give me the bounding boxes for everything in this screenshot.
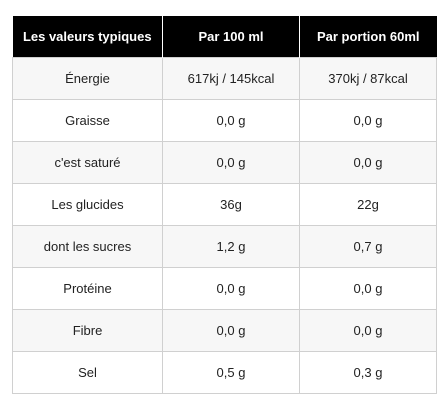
table-row: dont les sucres 1,2 g 0,7 g	[12, 225, 437, 268]
header-typical-values: Les valeurs typiques	[12, 16, 163, 58]
value-per-100ml: 0,0 g	[162, 267, 300, 310]
table-row: Fibre 0,0 g 0,0 g	[12, 309, 437, 352]
row-label: Graisse	[12, 99, 163, 142]
table-row: c'est saturé 0,0 g 0,0 g	[12, 141, 437, 184]
table-row: Les glucides 36g 22g	[12, 183, 437, 226]
value-per-portion: 0,7 g	[299, 225, 437, 268]
row-label: Sel	[12, 351, 163, 394]
value-per-portion: 0,3 g	[299, 351, 437, 394]
table-row: Graisse 0,0 g 0,0 g	[12, 99, 437, 142]
value-per-portion: 0,0 g	[299, 99, 437, 142]
value-per-portion: 370kj / 87kcal	[299, 57, 437, 100]
table-header-row: Les valeurs typiques Par 100 ml Par port…	[12, 16, 437, 58]
value-per-portion: 0,0 g	[299, 267, 437, 310]
row-label: Énergie	[12, 57, 163, 100]
value-per-portion: 0,0 g	[299, 141, 437, 184]
row-label: Fibre	[12, 309, 163, 352]
value-per-100ml: 0,0 g	[162, 309, 300, 352]
value-per-portion: 0,0 g	[299, 309, 437, 352]
row-label: c'est saturé	[12, 141, 163, 184]
value-per-100ml: 0,0 g	[162, 141, 300, 184]
value-per-100ml: 617kj / 145kcal	[162, 57, 300, 100]
nutrition-table: Les valeurs typiques Par 100 ml Par port…	[12, 16, 437, 394]
table-row: Sel 0,5 g 0,3 g	[12, 351, 437, 394]
row-label: dont les sucres	[12, 225, 163, 268]
row-label: Protéine	[12, 267, 163, 310]
header-per-portion: Par portion 60ml	[299, 16, 437, 58]
row-label: Les glucides	[12, 183, 163, 226]
table-row: Énergie 617kj / 145kcal 370kj / 87kcal	[12, 57, 437, 100]
nutrition-table-container: Les valeurs typiques Par 100 ml Par port…	[12, 16, 437, 394]
value-per-100ml: 36g	[162, 183, 300, 226]
value-per-100ml: 0,0 g	[162, 99, 300, 142]
value-per-100ml: 0,5 g	[162, 351, 300, 394]
table-row: Protéine 0,0 g 0,0 g	[12, 267, 437, 310]
value-per-100ml: 1,2 g	[162, 225, 300, 268]
value-per-portion: 22g	[299, 183, 437, 226]
header-per-100ml: Par 100 ml	[162, 16, 300, 58]
